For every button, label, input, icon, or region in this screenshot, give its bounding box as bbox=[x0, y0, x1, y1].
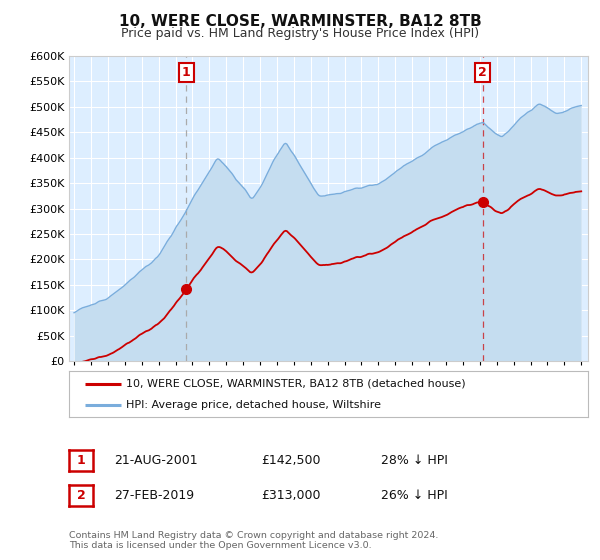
Text: £313,000: £313,000 bbox=[261, 489, 320, 502]
Text: Price paid vs. HM Land Registry's House Price Index (HPI): Price paid vs. HM Land Registry's House … bbox=[121, 27, 479, 40]
Text: 28% ↓ HPI: 28% ↓ HPI bbox=[381, 454, 448, 467]
Text: 10, WERE CLOSE, WARMINSTER, BA12 8TB (detached house): 10, WERE CLOSE, WARMINSTER, BA12 8TB (de… bbox=[126, 379, 466, 389]
Text: 2: 2 bbox=[478, 66, 487, 80]
Text: 27-FEB-2019: 27-FEB-2019 bbox=[114, 489, 194, 502]
Text: £142,500: £142,500 bbox=[261, 454, 320, 467]
Text: HPI: Average price, detached house, Wiltshire: HPI: Average price, detached house, Wilt… bbox=[126, 400, 381, 410]
Text: 1: 1 bbox=[182, 66, 191, 80]
Text: Contains HM Land Registry data © Crown copyright and database right 2024.
This d: Contains HM Land Registry data © Crown c… bbox=[69, 530, 439, 550]
Text: 10, WERE CLOSE, WARMINSTER, BA12 8TB: 10, WERE CLOSE, WARMINSTER, BA12 8TB bbox=[119, 14, 481, 29]
Text: 26% ↓ HPI: 26% ↓ HPI bbox=[381, 489, 448, 502]
Text: 1: 1 bbox=[77, 454, 85, 467]
Text: 21-AUG-2001: 21-AUG-2001 bbox=[114, 454, 197, 467]
Text: 2: 2 bbox=[77, 489, 85, 502]
